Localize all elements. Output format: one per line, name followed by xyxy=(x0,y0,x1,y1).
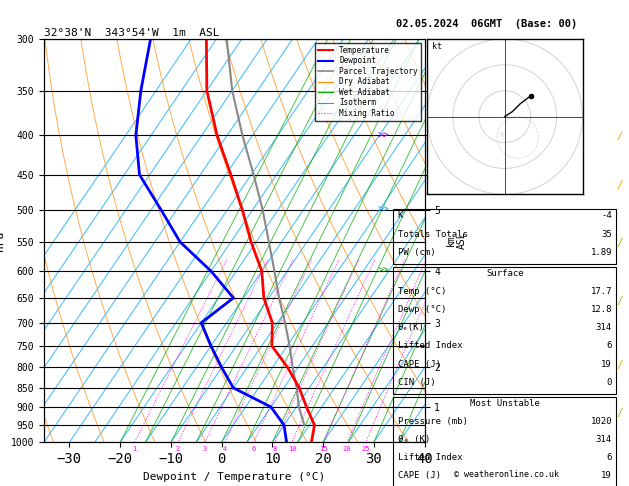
Text: 0: 0 xyxy=(606,378,612,387)
Legend: Temperature, Dewpoint, Parcel Trajectory, Dry Adiabat, Wet Adiabat, Isotherm, Mi: Temperature, Dewpoint, Parcel Trajectory… xyxy=(314,43,421,121)
Text: Lifted Index: Lifted Index xyxy=(398,341,462,350)
Bar xyxy=(393,397,616,486)
Text: /: / xyxy=(616,180,623,190)
Text: /: / xyxy=(616,296,623,306)
Bar xyxy=(393,267,616,394)
Text: Most Unstable: Most Unstable xyxy=(470,399,540,408)
Text: 35: 35 xyxy=(601,230,612,239)
Text: Lifted Index: Lifted Index xyxy=(398,453,462,462)
Y-axis label: km
ASL: km ASL xyxy=(446,232,467,249)
Text: 3: 3 xyxy=(203,446,207,451)
Text: Pressure (mb): Pressure (mb) xyxy=(398,417,467,426)
Text: >>: >> xyxy=(377,266,389,276)
Text: 8: 8 xyxy=(273,446,277,451)
Bar xyxy=(393,209,616,263)
Text: 32°38'N  343°54'W  1m  ASL: 32°38'N 343°54'W 1m ASL xyxy=(44,28,220,38)
Text: LCL: LCL xyxy=(428,52,443,61)
Text: 19: 19 xyxy=(601,471,612,481)
Text: >>: >> xyxy=(377,130,389,140)
Text: CIN (J): CIN (J) xyxy=(398,378,435,387)
Text: 02.05.2024  06GMT  (Base: 00): 02.05.2024 06GMT (Base: 00) xyxy=(396,19,577,30)
Text: /: / xyxy=(616,360,623,369)
Text: CAPE (J): CAPE (J) xyxy=(398,360,440,369)
Text: 1: 1 xyxy=(133,446,137,451)
Text: 25: 25 xyxy=(361,446,370,451)
Text: /: / xyxy=(616,131,623,141)
Text: 2: 2 xyxy=(176,446,180,451)
Text: kt: kt xyxy=(432,42,442,51)
Text: Temp (°C): Temp (°C) xyxy=(398,287,446,296)
Text: >>: >> xyxy=(377,205,389,215)
Text: 314: 314 xyxy=(596,323,612,332)
Text: 4: 4 xyxy=(223,446,227,451)
Text: K: K xyxy=(398,211,403,221)
Text: PW (cm): PW (cm) xyxy=(398,248,435,257)
Text: © weatheronline.co.uk: © weatheronline.co.uk xyxy=(454,469,559,479)
Text: θₑ(K): θₑ(K) xyxy=(398,323,425,332)
Text: 15: 15 xyxy=(320,446,328,451)
Y-axis label: hPa: hPa xyxy=(0,230,5,251)
Text: θₑ (K): θₑ (K) xyxy=(398,435,430,444)
Text: ®: ® xyxy=(499,132,504,139)
Text: 19: 19 xyxy=(601,360,612,369)
Text: 20: 20 xyxy=(343,446,352,451)
X-axis label: Dewpoint / Temperature (°C): Dewpoint / Temperature (°C) xyxy=(143,471,325,482)
Text: 314: 314 xyxy=(596,435,612,444)
Text: 6: 6 xyxy=(606,341,612,350)
Text: /: / xyxy=(616,408,623,418)
Text: 1.89: 1.89 xyxy=(591,248,612,257)
Text: 17.7: 17.7 xyxy=(591,287,612,296)
Text: Surface: Surface xyxy=(486,268,523,278)
Text: CAPE (J): CAPE (J) xyxy=(398,471,440,481)
Text: /: / xyxy=(616,238,623,248)
Text: -4: -4 xyxy=(601,211,612,221)
Text: Totals Totals: Totals Totals xyxy=(398,230,467,239)
Text: 6: 6 xyxy=(606,453,612,462)
Text: Dewp (°C): Dewp (°C) xyxy=(398,305,446,314)
Text: 1020: 1020 xyxy=(591,417,612,426)
Text: 12.8: 12.8 xyxy=(591,305,612,314)
Text: 6: 6 xyxy=(252,446,256,451)
Text: 10: 10 xyxy=(287,446,296,451)
